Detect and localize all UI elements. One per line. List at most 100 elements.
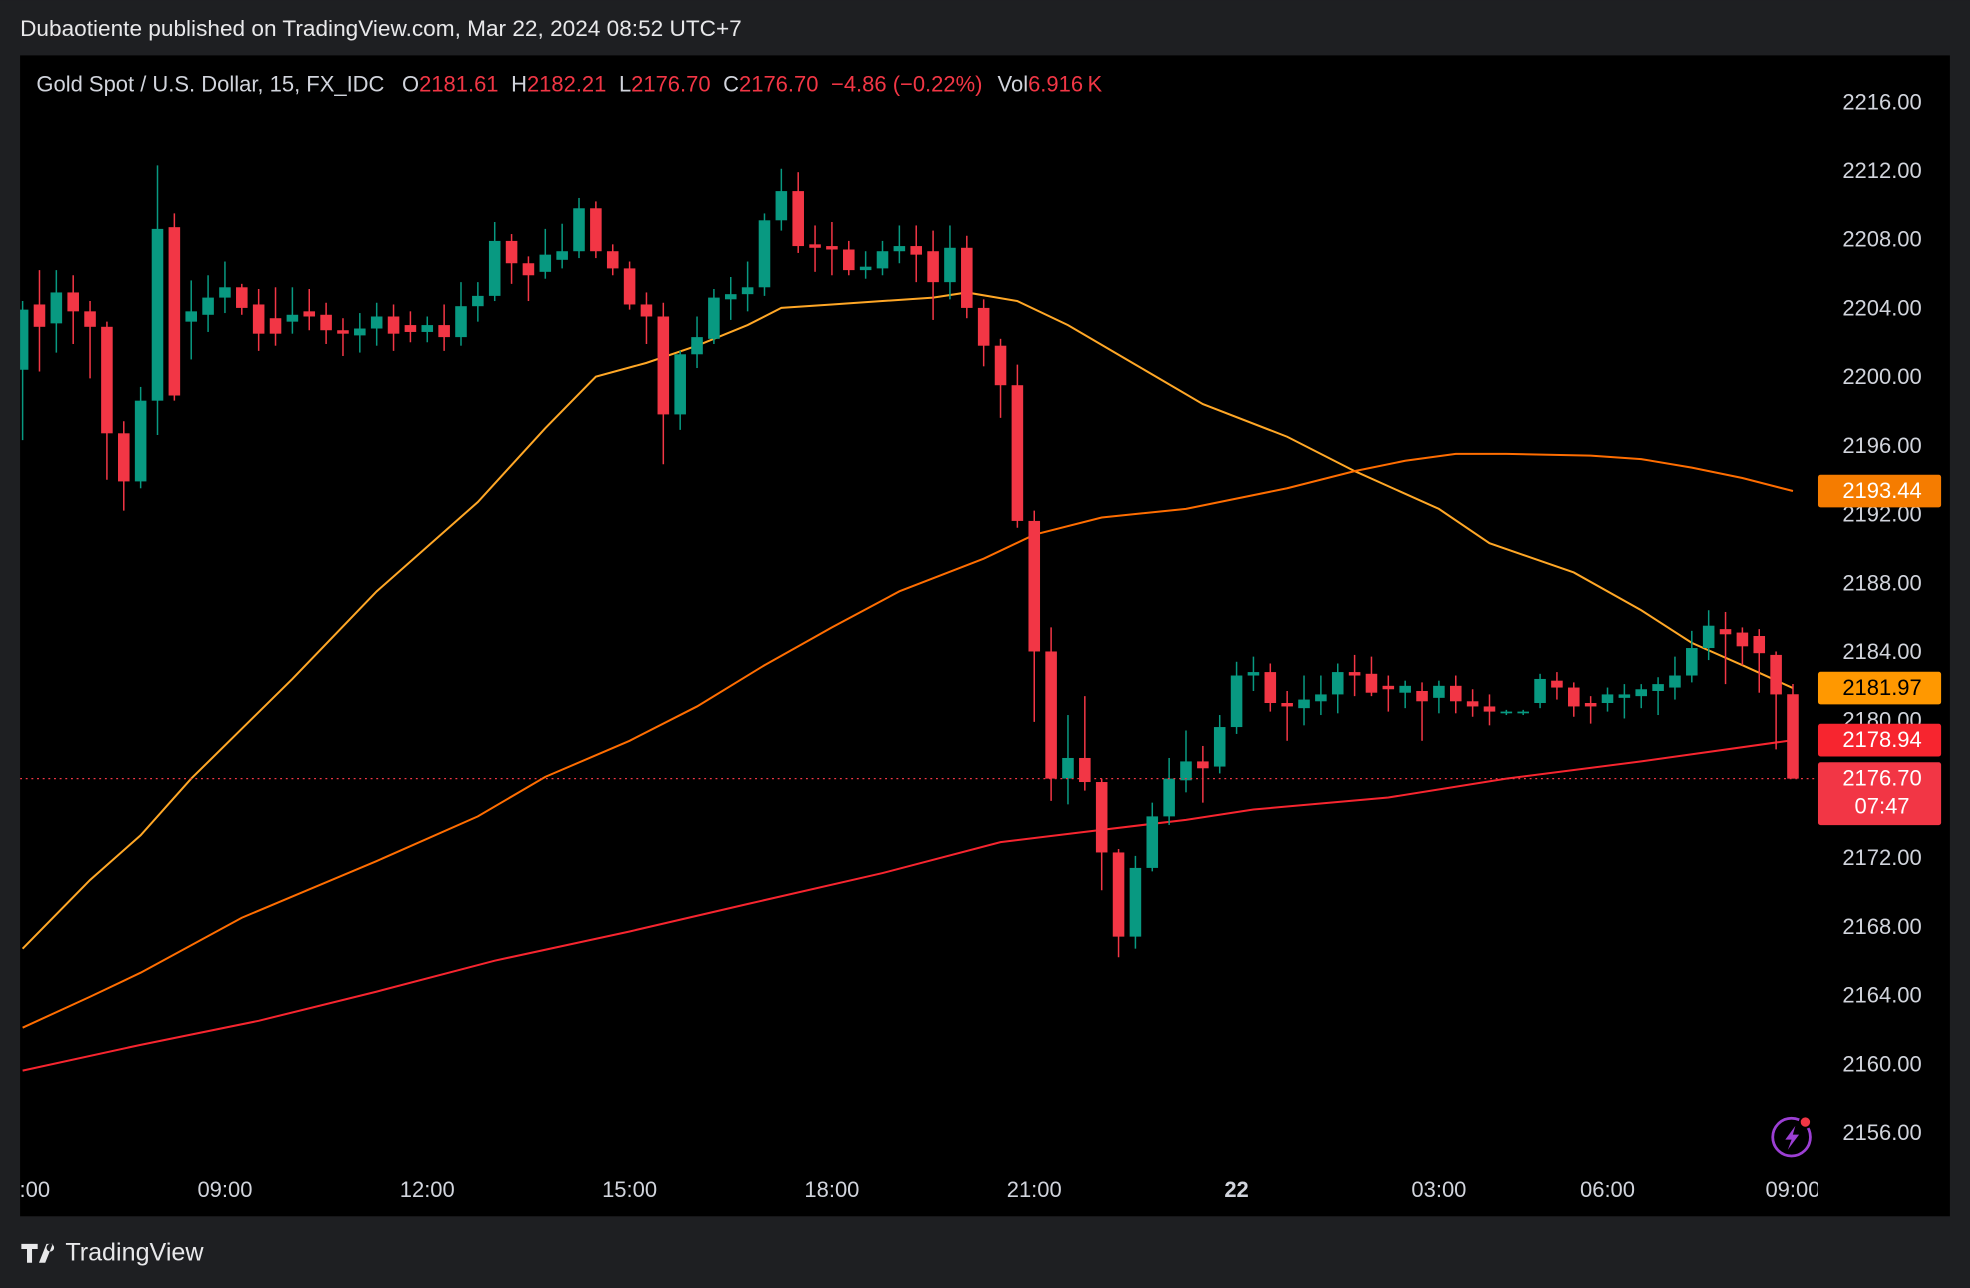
legend-symbol: Gold Spot / U.S. Dollar, 15, FX_IDC	[36, 71, 384, 96]
candle-body	[1770, 654, 1782, 695]
candle-body	[674, 354, 686, 415]
candle-body	[185, 311, 197, 322]
candle-body	[1365, 673, 1378, 693]
candle-body	[944, 247, 956, 283]
alert-icon[interactable]	[1771, 1115, 1813, 1158]
candle-body	[1112, 852, 1125, 937]
candle-body	[590, 208, 602, 252]
candle-body	[1416, 690, 1428, 702]
candle-body	[1517, 711, 1529, 714]
footer-logo	[21, 1243, 55, 1263]
candle-body	[826, 246, 838, 250]
candle-body	[1348, 672, 1361, 676]
candle-body	[691, 337, 703, 355]
icon-bolt	[1785, 1125, 1800, 1150]
legend-value: 2182.21	[527, 71, 606, 96]
legend-value: 2181.61	[419, 71, 498, 96]
candle-body	[1382, 685, 1395, 690]
x-tick-label: 06:00	[1580, 1177, 1635, 1202]
candle-body	[1247, 672, 1260, 676]
candle-body	[472, 295, 484, 307]
candle-body	[455, 306, 467, 338]
legend-value: 2176.70	[631, 71, 710, 96]
candle-body	[134, 400, 147, 482]
candle-body	[1264, 672, 1277, 704]
candle-body	[1197, 761, 1209, 769]
y-tick-label: 2188.00	[1842, 570, 1921, 595]
x-tick-label: 12:00	[400, 1177, 455, 1202]
price-tag-label: 2193.44	[1842, 478, 1921, 503]
candle-body	[219, 287, 231, 298]
moving-average	[21, 291, 1794, 950]
candle-body	[893, 246, 906, 252]
price-tag	[1817, 723, 1942, 757]
candle-body	[843, 249, 855, 271]
candle-body	[252, 304, 265, 334]
price-tag-label: 2181.97	[1842, 675, 1921, 700]
chart-pane	[20, 55, 1950, 1217]
candle-body	[1652, 684, 1664, 691]
candle-body	[50, 292, 63, 324]
y-tick-label: 2160.00	[1842, 1051, 1921, 1076]
candle-body	[1213, 727, 1226, 767]
candle-body	[1129, 867, 1142, 937]
candle-body	[961, 247, 973, 308]
candle-body	[1635, 689, 1648, 697]
candle-body	[758, 220, 771, 288]
candle-body	[1551, 680, 1563, 688]
legend-key: O	[402, 71, 419, 96]
y-tick-label: 2156.00	[1842, 1120, 1921, 1145]
price-tag	[1817, 762, 1942, 826]
icon-dot	[1798, 1115, 1813, 1129]
candle-body	[202, 297, 214, 315]
plot-area	[20, 165, 1818, 1072]
candle-body	[1399, 685, 1411, 693]
candle-body	[1466, 701, 1479, 707]
y-tick-label: 2216.00	[1842, 89, 1921, 114]
candle-body	[606, 251, 619, 269]
candle-body	[1500, 711, 1513, 714]
y-tick-label: 2164.00	[1842, 983, 1921, 1008]
x-axis: 06:00 09:00 12:00 15:00 18:00 21:00 22 03:00 06:…	[20, 1177, 1820, 1202]
candle-body	[809, 244, 821, 248]
candle-body	[1686, 648, 1698, 676]
candle-body	[1568, 687, 1580, 707]
candle-body	[1095, 782, 1108, 853]
candle-body	[1433, 685, 1445, 698]
candle-body	[387, 316, 400, 334]
candle-body	[1281, 703, 1293, 707]
x-tick-label: 09:00	[1765, 1177, 1820, 1202]
candle-body	[708, 297, 720, 339]
legend-key: C	[723, 71, 739, 96]
x-tick-label: 21:00	[1007, 1177, 1062, 1202]
candle-body	[286, 314, 299, 322]
y-tick-label: 2212.00	[1842, 158, 1921, 183]
candle-body	[1331, 672, 1344, 695]
candle-body	[1230, 675, 1243, 728]
candle-body	[927, 251, 939, 283]
legend-value: 2176.70	[739, 71, 818, 96]
candle-body	[1079, 757, 1091, 783]
y-tick-label: 2204.00	[1842, 295, 1921, 320]
candle-body	[33, 304, 46, 327]
x-tick-label: 09:00	[197, 1177, 252, 1202]
candle-body	[876, 251, 889, 269]
legend-key: H	[511, 71, 527, 96]
icon-ring	[1771, 1116, 1812, 1158]
footer-brand: TradingView	[65, 1239, 204, 1267]
candle-body	[1534, 678, 1546, 704]
candle-body	[1449, 685, 1462, 702]
legend-volume-key: Vol	[998, 71, 1029, 96]
candle-body	[1045, 651, 1057, 779]
y-tick-label: 2172.00	[1842, 845, 1921, 870]
candle-body	[1028, 520, 1041, 652]
candle-body	[337, 330, 349, 334]
y-tick-label: 2168.00	[1842, 914, 1921, 939]
candle-body	[320, 314, 332, 331]
candle-body	[792, 191, 804, 247]
candle-body	[994, 345, 1007, 386]
candle-body	[910, 246, 923, 255]
candle-body	[640, 304, 653, 317]
price-tag-label: 2176.70	[1842, 766, 1921, 791]
